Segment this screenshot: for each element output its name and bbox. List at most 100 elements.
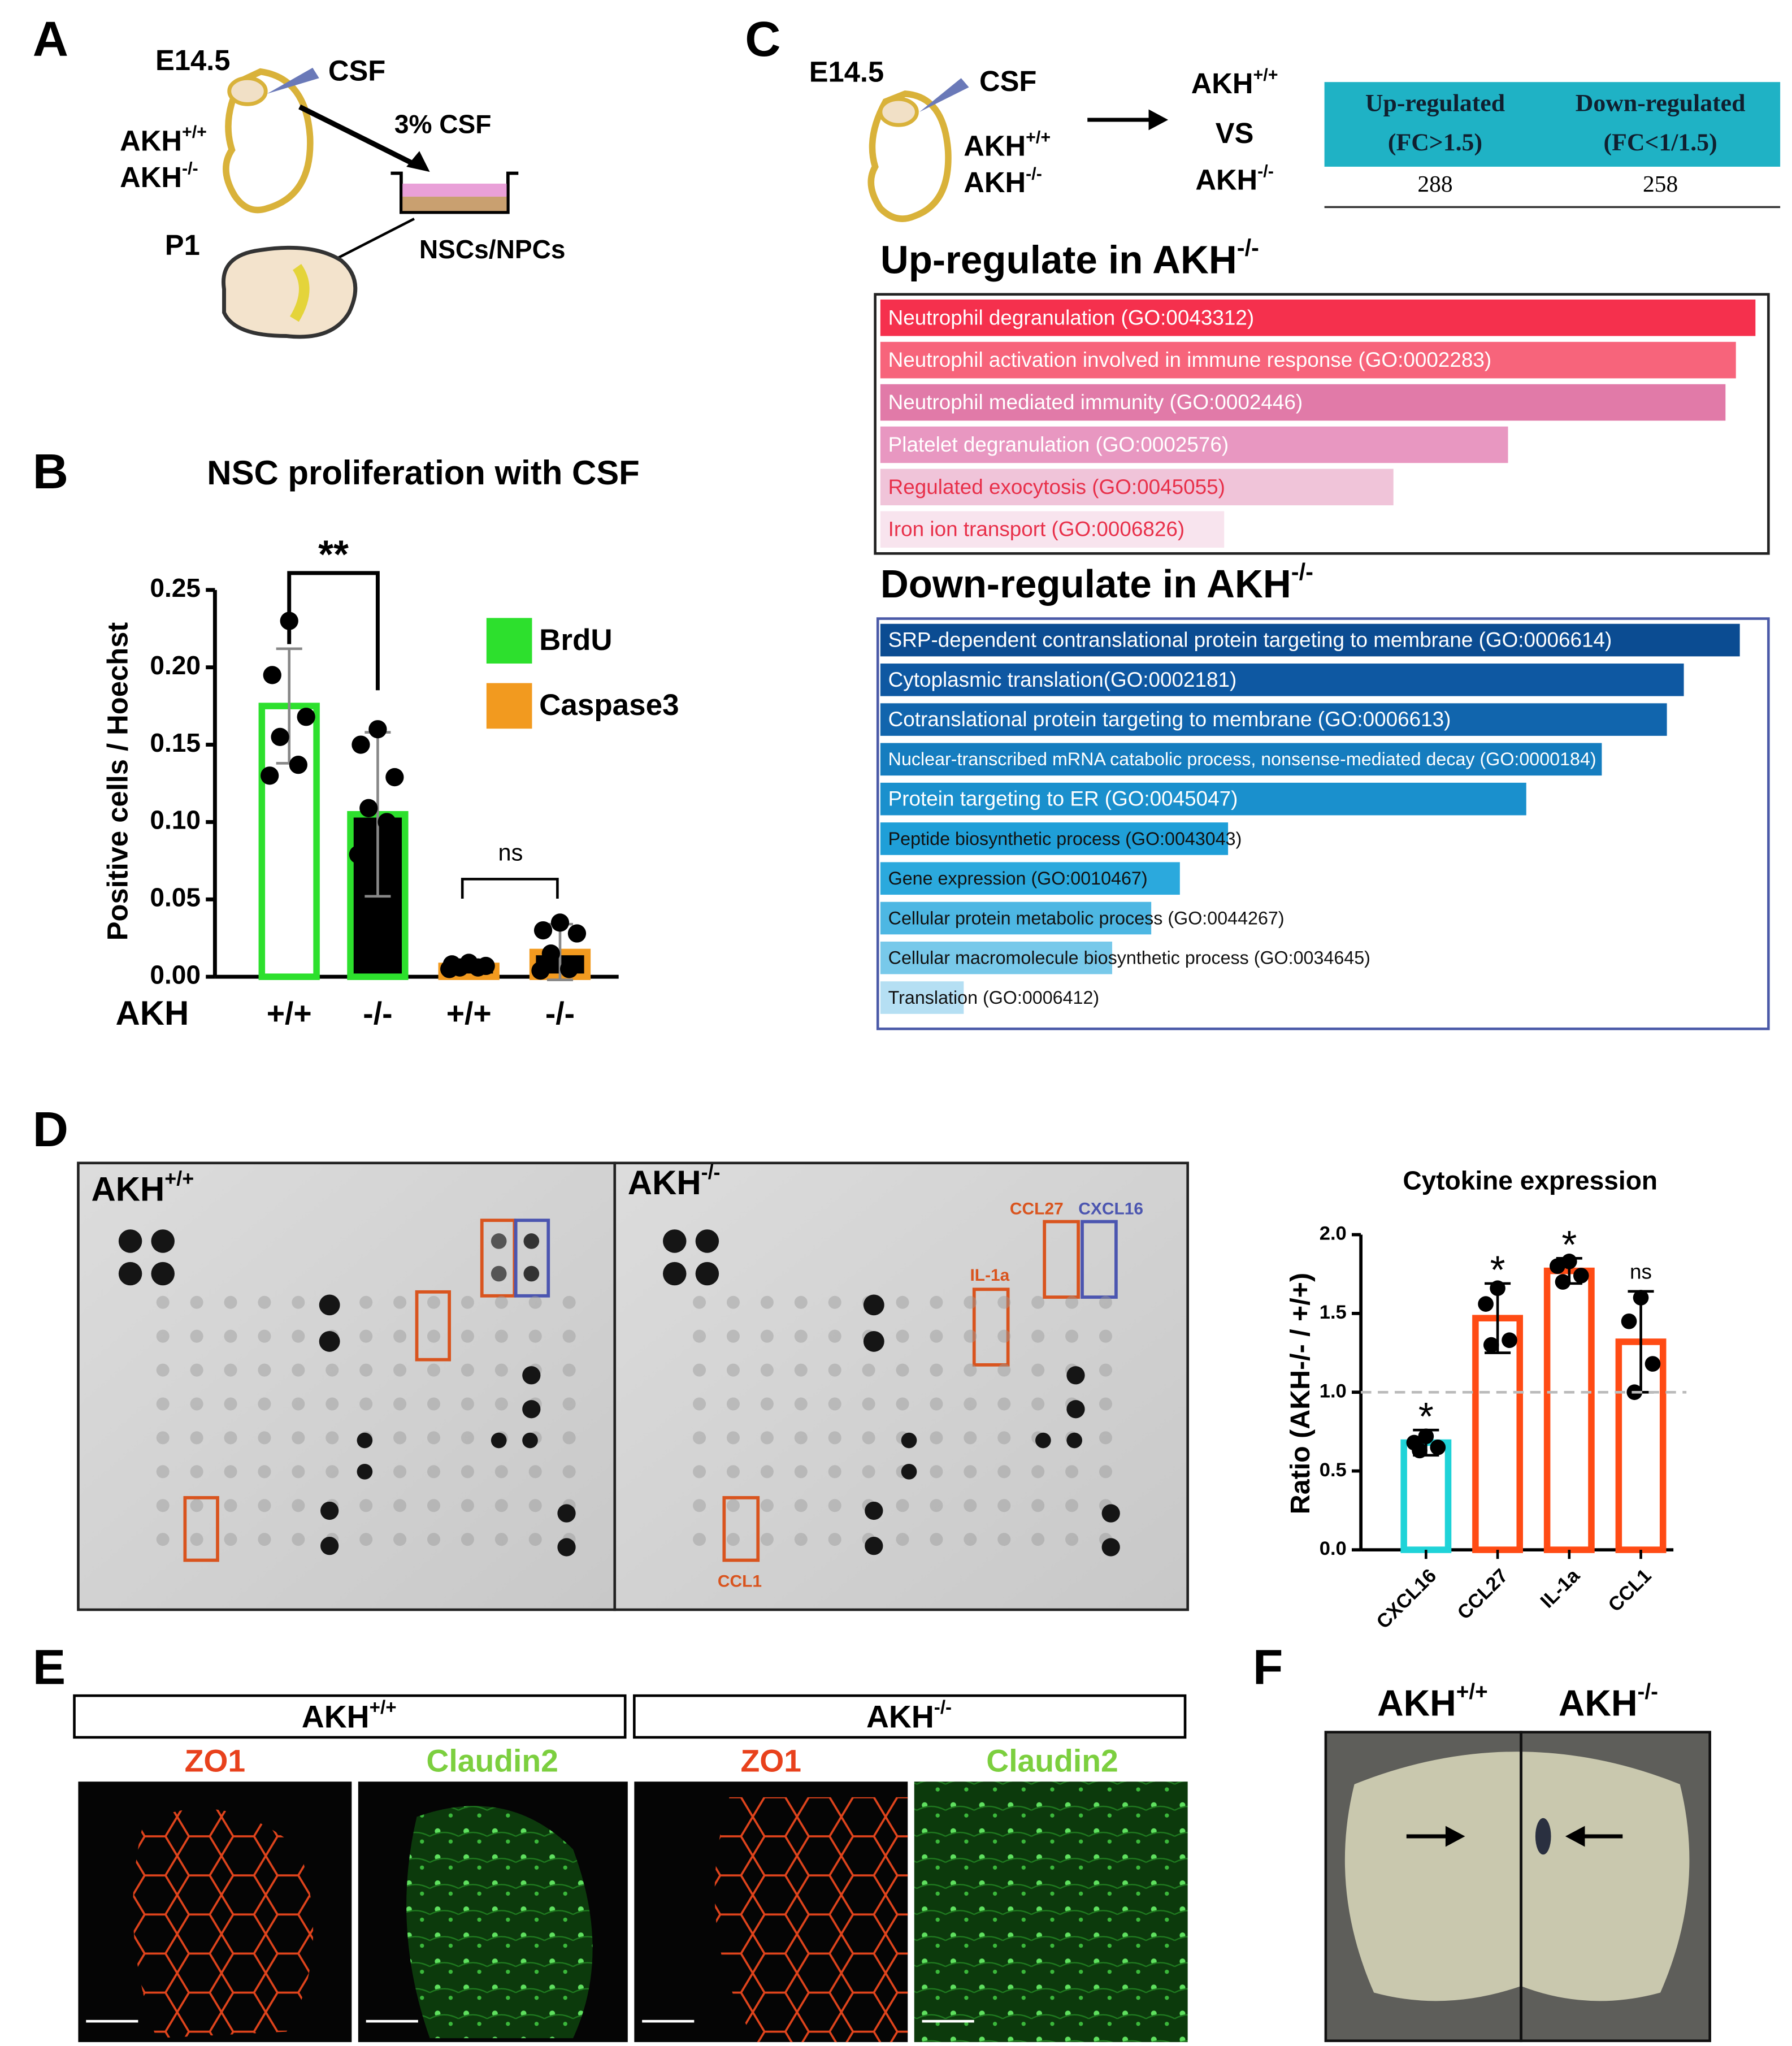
highlight-box <box>415 1290 452 1362</box>
blot-spot <box>1065 1465 1079 1479</box>
blot-spot <box>896 1533 909 1546</box>
table-header: Down-regulated <box>1576 90 1746 117</box>
blot-spot <box>156 1465 170 1479</box>
blot-spot <box>258 1465 271 1479</box>
y-tick-label: 0.0 <box>1320 1538 1347 1559</box>
spot-label: CCL27 <box>1010 1200 1064 1219</box>
blot-spot <box>693 1431 706 1445</box>
arrow-head <box>406 151 430 172</box>
blot-spot <box>258 1499 271 1512</box>
dye-spot <box>1535 1818 1551 1855</box>
genotype-label-base: AKH <box>120 161 182 193</box>
blot-spot <box>156 1397 170 1411</box>
bar-label: Nuclear-transcribed mRNA catabolic proce… <box>888 749 1596 769</box>
blot-spot <box>562 1465 576 1479</box>
blot-spot <box>326 1363 339 1377</box>
blot-spot <box>760 1295 774 1309</box>
blot-spot <box>964 1465 977 1479</box>
y-tick-label: 0.00 <box>150 960 201 989</box>
blot-spot <box>320 1537 339 1555</box>
highlight-box <box>514 1219 550 1298</box>
blot-label: AKH+/+ <box>91 1167 194 1208</box>
blot-spot <box>562 1363 576 1377</box>
panel-label: C <box>745 11 780 67</box>
csf-label: CSF <box>979 65 1036 97</box>
blot-spot <box>461 1431 474 1445</box>
significance-bracket <box>287 571 380 691</box>
blot-spot <box>359 1533 373 1546</box>
y-axis-label: Ratio (AKH-/- / +/+) <box>1285 1273 1316 1514</box>
blot-spot <box>997 1329 1011 1343</box>
data-point <box>1430 1440 1446 1455</box>
y-tick-label: 0.05 <box>150 882 201 912</box>
blot-spot <box>663 1229 687 1253</box>
blot-spot <box>726 1465 740 1479</box>
panel-label: F <box>1253 1639 1283 1694</box>
blot-spot <box>461 1533 474 1546</box>
stain-label: Claudin2 <box>426 1744 558 1779</box>
claudin2-stain <box>914 1781 1188 2043</box>
blot-spot <box>393 1363 407 1377</box>
blot-spot <box>151 1229 175 1253</box>
data-point <box>1550 1258 1565 1275</box>
panel-label: E <box>33 1639 66 1694</box>
group-label-sup: -/- <box>934 1697 952 1718</box>
group-label-base: AKH <box>1559 1683 1638 1724</box>
legend-label: Caspase3 <box>539 688 679 722</box>
blot-spot <box>359 1363 373 1377</box>
blot-spot <box>1065 1499 1079 1512</box>
blot-spot <box>896 1397 909 1411</box>
up-box <box>874 293 1770 555</box>
bar <box>880 862 1180 895</box>
bar <box>880 341 1736 379</box>
stain-label: ZO1 <box>185 1744 246 1779</box>
data-point <box>297 708 315 726</box>
bar <box>880 703 1667 736</box>
bar <box>880 426 1508 463</box>
stain-label: Claudin2 <box>986 1744 1118 1779</box>
data-point <box>559 960 579 978</box>
panel-label: A <box>33 11 68 67</box>
y-tick-label: 0.25 <box>150 573 201 602</box>
genotype-label: AKH+/+ <box>964 128 1051 162</box>
blot-label-base: AKH <box>628 1164 701 1202</box>
blot-spot <box>1065 1295 1079 1309</box>
bar-label: Neutrophil mediated immunity (GO:0002446… <box>888 391 1303 414</box>
blot-spot <box>1035 1432 1051 1449</box>
blot-spot <box>562 1431 576 1445</box>
data-point <box>261 766 279 785</box>
blot-spot <box>726 1295 740 1309</box>
data-point <box>352 735 370 754</box>
blot-spot <box>1031 1363 1045 1377</box>
data-point <box>368 720 387 739</box>
blot-spot <box>224 1363 237 1377</box>
highlight-box <box>1081 1220 1118 1299</box>
table-header: (FC>1.5) <box>1388 129 1482 156</box>
group-label-sup: -/- <box>1638 1680 1659 1704</box>
x-tick-label: +/+ <box>446 996 492 1031</box>
spot-label: IL-1a <box>970 1266 1009 1285</box>
photo-frame <box>1520 1731 1711 2043</box>
blot-spot <box>359 1295 373 1309</box>
blot-spot <box>292 1431 305 1445</box>
data-point <box>1418 1428 1434 1445</box>
blot-spot <box>693 1397 706 1411</box>
blot-spot <box>1031 1499 1045 1512</box>
data-point <box>1645 1356 1661 1372</box>
blot-spot <box>151 1262 175 1286</box>
bar-label: Gene expression (GO:0010467) <box>888 868 1148 888</box>
data-point <box>440 960 459 978</box>
group-label: AKH+/+ <box>302 1697 397 1734</box>
blot-spot <box>427 1465 441 1479</box>
blot-spot <box>224 1431 237 1445</box>
dish-cells <box>402 196 507 211</box>
blot-spot <box>224 1465 237 1479</box>
spot-label: CXCL16 <box>1078 1200 1143 1219</box>
data-point <box>550 913 570 932</box>
blot-spot <box>964 1533 977 1546</box>
group-header-box <box>73 1694 627 1739</box>
brain-svz <box>289 264 310 322</box>
blot-spot <box>726 1397 740 1411</box>
chart-title-sup: -/- <box>1237 234 1259 261</box>
